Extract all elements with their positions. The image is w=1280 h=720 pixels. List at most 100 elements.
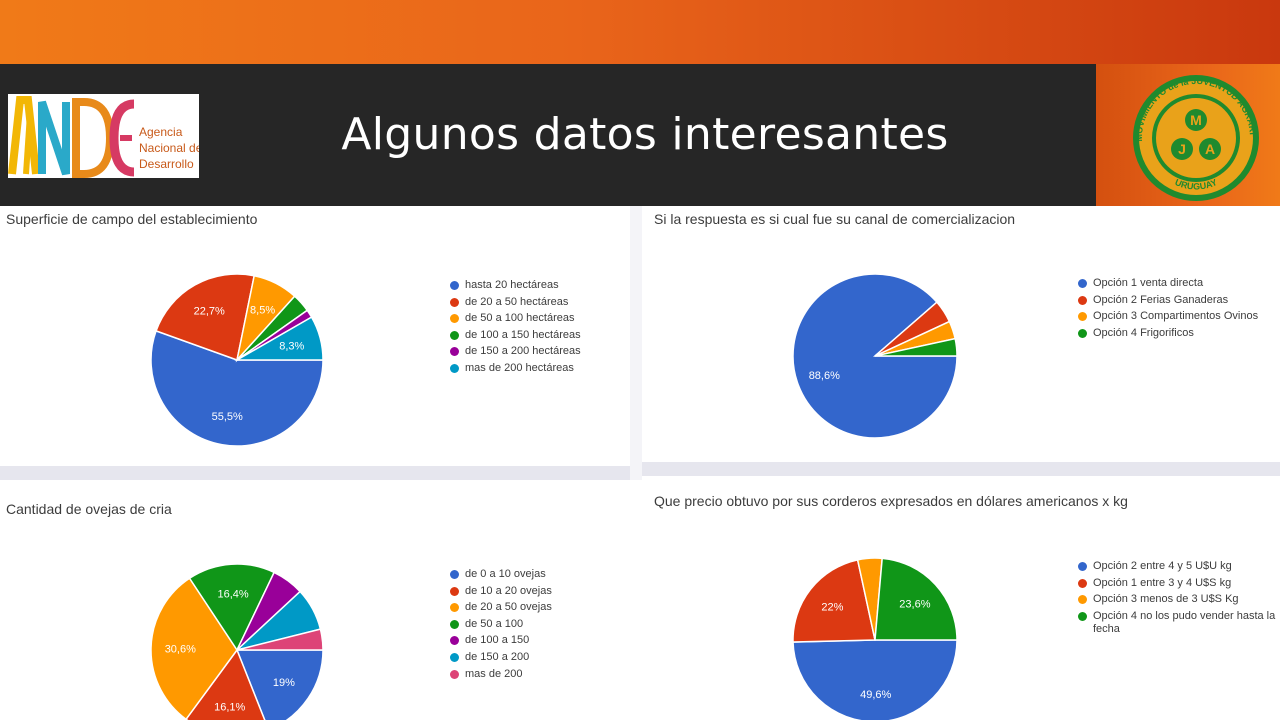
panel-divider-left — [0, 466, 630, 480]
mja-bottom-text: URUGUAY — [1173, 177, 1218, 191]
legend-label: hasta 20 hectáreas — [465, 279, 559, 291]
legend-item-superficie-2[interactable]: de 50 a 100 hectáreas — [450, 312, 620, 329]
legend-label: de 150 a 200 — [465, 650, 530, 663]
legend-item-ovejas-0[interactable]: de 0 a 10 ovejas — [450, 568, 620, 585]
pie-data-label-ovejas-0: 19% — [273, 677, 295, 689]
legend-item-superficie-4[interactable]: de 150 a 200 hectáreas — [450, 345, 620, 362]
mja-letter-a: A — [1205, 141, 1215, 157]
pie-slice-precio-1[interactable] — [792, 558, 876, 643]
legend-item-superficie-3[interactable]: de 100 a 150 hectáreas — [450, 329, 620, 346]
top-accent-band — [0, 0, 1280, 64]
legend-swatch — [450, 347, 459, 357]
pie-slice-canal-3[interactable] — [874, 337, 958, 357]
legend-swatch — [450, 363, 459, 373]
pie-slice-ovejas-2[interactable] — [150, 577, 238, 720]
legend-swatch — [1078, 312, 1087, 322]
pie-chart-superficie: 55,5% 22,7% 8,5% 8,3% — [150, 273, 324, 447]
legend-item-canal-1[interactable]: Opción 2 Ferias Ganaderas — [1078, 294, 1268, 311]
pie-data-label-superficie-1: 22,7% — [194, 306, 225, 318]
legend-canal: Opción 1 venta directa Opción 2 Ferias Ga… — [1078, 277, 1268, 343]
legend-label: Opción 1 entre 3 y 4 U$S kg — [1093, 576, 1232, 589]
legend-item-ovejas-4[interactable]: de 100 a 150 — [450, 634, 620, 651]
legend-item-superficie-0[interactable]: hasta 20 hectáreas — [450, 279, 620, 296]
legend-label: Opción 4 no los pudo vender hasta la fec… — [1093, 609, 1276, 635]
legend-swatch — [1078, 578, 1087, 588]
legend-item-precio-0[interactable]: Opción 2 entre 4 y 5 U$U kg — [1078, 560, 1278, 577]
legend-label: de 10 a 20 ovejas — [465, 584, 552, 597]
legend-item-superficie-1[interactable]: de 20 a 50 hectáreas — [450, 296, 620, 313]
legend-swatch — [450, 314, 459, 324]
pie-data-label-superficie-5: 8,3% — [279, 340, 304, 352]
legend-swatch — [450, 619, 459, 629]
legend-swatch — [450, 297, 459, 307]
legend-item-ovejas-5[interactable]: de 150 a 200 — [450, 651, 620, 668]
slide-title: Algunos datos interesantes — [341, 109, 949, 160]
legend-swatch — [1078, 295, 1087, 305]
chart-title-ovejas: Cantidad de ovejas de cria — [6, 501, 172, 517]
legend-swatch — [1078, 611, 1087, 621]
pie-slice-superficie-5[interactable] — [234, 316, 324, 361]
legend-swatch — [450, 586, 459, 596]
legend-swatch — [450, 652, 459, 662]
chart-title-canal: Si la respuesta es si cual fue su canal … — [654, 211, 1016, 227]
pie-data-label-ovejas-2: 30,6% — [165, 644, 196, 656]
pie-chart-ovejas: 19% 16,1% 30,6% 16,4% — [150, 563, 324, 720]
legend-precio: Opción 2 entre 4 y 5 U$U kg Opción 1 entr… — [1078, 560, 1278, 635]
legend-label: Opción 3 Compartimentos Ovinos — [1093, 310, 1259, 323]
legend-label: de 20 a 50 hectáreas — [465, 295, 569, 308]
panel-divider-right — [642, 462, 1280, 476]
legend-item-canal-2[interactable]: Opción 3 Compartimentos Ovinos — [1078, 310, 1268, 327]
legend-label: de 0 a 10 ovejas — [465, 568, 546, 580]
legend-label: de 100 a 150 hectáreas — [465, 328, 581, 341]
ande-text-line-2: Nacional de — [139, 141, 199, 155]
legend-superficie: hasta 20 hectáreas de 20 a 50 hectáreas de… — [450, 279, 620, 379]
legend-label: Opción 2 entre 4 y 5 U$U kg — [1093, 560, 1232, 572]
ande-logo-graphic: Agencia Nacional de Desarrollo — [8, 96, 203, 178]
pie-slice-superficie-0[interactable] — [150, 329, 324, 447]
chart-panel-canal: Si la respuesta es si cual fue su canal … — [642, 206, 1280, 462]
legend-label: mas de 200 hectáreas — [465, 361, 574, 374]
chart-panel-superficie: Superficie de campo del establecimiento 5… — [0, 206, 630, 466]
pie-slice-ovejas-3[interactable] — [188, 563, 276, 652]
pie-slice-precio-0[interactable] — [792, 639, 958, 720]
pie-slice-superficie-1[interactable] — [155, 273, 256, 361]
legend-item-precio-1[interactable]: Opción 1 entre 3 y 4 U$S kg — [1078, 577, 1278, 594]
legend-item-ovejas-2[interactable]: de 20 a 50 ovejas — [450, 601, 620, 618]
legend-item-precio-3[interactable]: Opción 4 no los pudo vender hasta la fec… — [1078, 610, 1278, 635]
legend-swatch — [1078, 328, 1087, 338]
mja-logo: MOVIMIENTO de la JUVENTUD AGRARIA URUGUA… — [1109, 56, 1280, 206]
pie-data-label-superficie-2: 8,5% — [250, 304, 275, 316]
legend-item-ovejas-3[interactable]: de 50 a 100 — [450, 618, 620, 635]
legend-label: de 50 a 100 — [465, 617, 524, 630]
legend-item-canal-3[interactable]: Opción 4 Frigorificos — [1078, 327, 1268, 344]
chart-panel-precio: Que precio obtuvo por sus corderos expre… — [642, 476, 1280, 720]
legend-item-canal-0[interactable]: Opción 1 venta directa — [1078, 277, 1268, 294]
mja-letter-m: M — [1190, 112, 1202, 128]
legend-swatch — [1078, 562, 1087, 571]
legend-swatch — [1078, 279, 1087, 288]
legend-item-ovejas-6[interactable]: mas de 200 — [450, 668, 620, 685]
ande-text-line-3: Desarrollo — [139, 157, 194, 171]
pie-slice-ovejas-1[interactable] — [184, 648, 269, 720]
legend-swatch — [450, 330, 459, 340]
ande-text-line-1: Agencia — [139, 125, 183, 139]
legend-label: de 150 a 200 hectáreas — [465, 345, 581, 358]
legend-item-superficie-5[interactable]: mas de 200 hectáreas — [450, 362, 620, 379]
legend-label: mas de 200 — [465, 667, 523, 680]
legend-item-precio-2[interactable]: Opción 3 menos de 3 U$S Kg — [1078, 593, 1278, 610]
legend-label: Opción 1 venta directa — [1093, 277, 1204, 289]
pie-data-label-precio-1: 22% — [821, 602, 843, 614]
pie-slice-precio-3[interactable] — [874, 557, 958, 641]
ande-logo: Agencia Nacional de Desarrollo — [8, 94, 203, 178]
chart-panel-ovejas: Cantidad de ovejas de cria 19% 16,1% 30,6% 1… — [0, 480, 630, 720]
mja-logo-graphic: MOVIMIENTO de la JUVENTUD AGRARIA URUGUA… — [1109, 56, 1259, 201]
legend-label: Opción 3 menos de 3 U$S Kg — [1093, 593, 1239, 606]
pie-chart-canal: 88,6% — [792, 273, 958, 439]
pie-slice-ovejas-6[interactable] — [236, 628, 324, 651]
pie-data-label-precio-3: 23,6% — [899, 599, 930, 611]
pie-data-label-ovejas-3: 16,4% — [217, 588, 248, 600]
legend-item-ovejas-1[interactable]: de 10 a 20 ovejas — [450, 585, 620, 602]
mja-letter-j: J — [1178, 141, 1186, 157]
chart-title-superficie: Superficie de campo del establecimiento — [6, 211, 258, 227]
legend-swatch — [450, 281, 459, 290]
